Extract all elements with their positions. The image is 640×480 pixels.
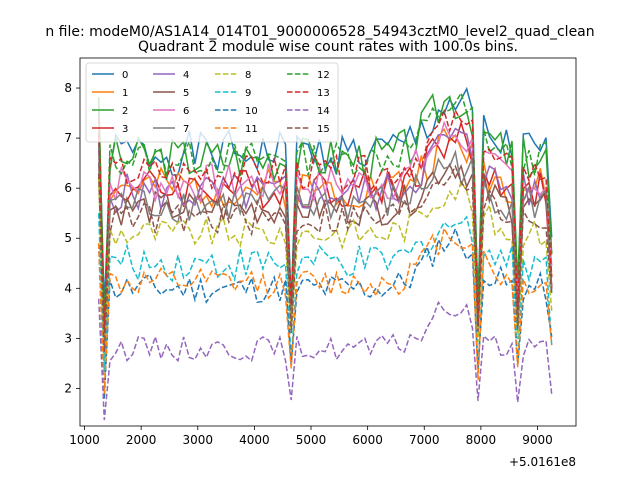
legend-label-15: 15 <box>317 124 330 135</box>
y-tick-label: 4 <box>64 281 72 295</box>
x-tick-label: 9000 <box>522 433 553 447</box>
legend-label-8: 8 <box>245 70 251 81</box>
x-tick-label: 4000 <box>239 433 270 447</box>
legend-label-14: 14 <box>317 106 330 117</box>
y-tick-label: 7 <box>64 131 72 145</box>
series-line-9 <box>97 213 553 374</box>
y-axis: 2 3 4 5 6 7 8 <box>64 81 80 395</box>
legend-label-11: 11 <box>245 124 258 135</box>
y-tick-label: 3 <box>64 331 72 345</box>
legend-box <box>85 62 339 143</box>
plot-area: 1000 2000 3000 4000 5000 6000 7000 8000 9000 2 3 4… <box>64 57 577 469</box>
series-layer <box>97 86 553 421</box>
y-tick-label: 8 <box>64 81 72 95</box>
x-tick-label: 2000 <box>126 433 157 447</box>
y-tick-label: 2 <box>64 381 72 395</box>
series-line-8 <box>97 177 553 361</box>
legend-label-5: 5 <box>183 88 189 99</box>
chart-title: Quadrant 2 module wise count rates with … <box>138 39 518 55</box>
x-offset-label: +5.0161e8 <box>509 455 576 469</box>
figure-suptitle: n file: modeM0/AS1A14_014T01_9000006528_… <box>45 24 594 40</box>
legend-label-2: 2 <box>122 106 128 117</box>
y-tick-label: 6 <box>64 181 72 195</box>
series-line-11 <box>97 226 553 394</box>
legend-label-13: 13 <box>317 88 330 99</box>
x-tick-label: 6000 <box>352 433 383 447</box>
series-line-15 <box>97 164 553 353</box>
series-line-14 <box>97 298 553 421</box>
legend-label-1: 1 <box>122 88 128 99</box>
x-tick-label: 3000 <box>182 433 213 447</box>
series-line-6 <box>97 120 553 342</box>
legend-label-0: 0 <box>122 70 128 81</box>
legend-label-7: 7 <box>183 124 189 135</box>
x-tick-label: 5000 <box>296 433 327 447</box>
x-tick-label: 7000 <box>409 433 440 447</box>
series-line-12 <box>97 91 553 329</box>
legend-label-4: 4 <box>183 70 189 81</box>
axes-frame <box>79 57 577 427</box>
legend-label-6: 6 <box>183 106 189 117</box>
legend-label-10: 10 <box>245 106 258 117</box>
series-line-13 <box>97 108 553 334</box>
legend-label-12: 12 <box>317 70 330 81</box>
legend-label-9: 9 <box>245 88 251 99</box>
legend-label-3: 3 <box>122 124 128 135</box>
x-tick-label: 8000 <box>466 433 497 447</box>
x-tick-label: 1000 <box>69 433 100 447</box>
x-axis: 1000 2000 3000 4000 5000 6000 7000 8000 9000 <box>69 426 553 447</box>
y-tick-label: 5 <box>64 231 72 245</box>
